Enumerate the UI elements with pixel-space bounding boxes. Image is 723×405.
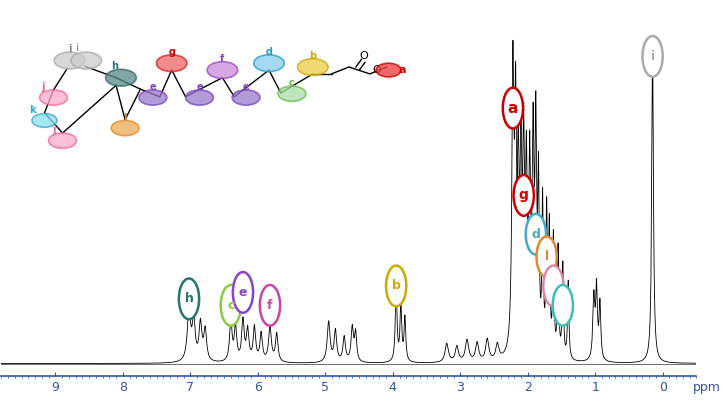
Circle shape [111, 120, 139, 136]
Ellipse shape [502, 88, 523, 128]
Text: i: i [651, 50, 654, 63]
Text: e: e [150, 82, 156, 92]
Text: e: e [243, 82, 249, 92]
Text: k: k [30, 105, 36, 115]
Ellipse shape [260, 285, 280, 326]
Ellipse shape [179, 279, 199, 319]
Text: ppm: ppm [693, 382, 721, 394]
Text: f: f [268, 299, 273, 312]
Text: h: h [184, 292, 194, 305]
Ellipse shape [552, 285, 573, 326]
Ellipse shape [221, 285, 241, 326]
Text: i: i [76, 43, 79, 53]
Text: c: c [289, 79, 295, 88]
Text: O: O [360, 51, 369, 61]
Text: d: d [265, 47, 273, 57]
Circle shape [71, 52, 101, 69]
Text: O: O [372, 65, 381, 75]
Text: b: b [309, 51, 317, 61]
Circle shape [186, 90, 213, 105]
Ellipse shape [526, 214, 546, 255]
Text: h: h [111, 61, 118, 71]
Circle shape [278, 86, 306, 101]
Text: e: e [239, 286, 247, 299]
Text: f: f [221, 53, 225, 64]
Text: j: j [41, 82, 45, 92]
Text: c: c [227, 299, 234, 312]
Circle shape [54, 52, 85, 69]
Circle shape [48, 133, 77, 148]
Circle shape [376, 63, 401, 77]
Circle shape [156, 55, 187, 72]
Text: g: g [519, 188, 529, 202]
Circle shape [40, 90, 67, 105]
Text: e: e [196, 82, 202, 92]
Ellipse shape [233, 272, 253, 313]
Circle shape [232, 90, 260, 105]
Text: g: g [168, 47, 175, 57]
Text: j: j [52, 126, 55, 135]
Ellipse shape [513, 175, 534, 216]
Circle shape [207, 62, 238, 79]
Circle shape [139, 90, 167, 105]
Ellipse shape [543, 266, 563, 306]
Ellipse shape [536, 237, 557, 277]
Text: d: d [531, 228, 540, 241]
Circle shape [32, 113, 57, 127]
Text: i: i [68, 44, 72, 54]
Circle shape [297, 59, 328, 75]
Ellipse shape [386, 266, 406, 306]
Text: l: l [124, 113, 127, 123]
Text: a: a [399, 65, 406, 75]
Text: a: a [508, 100, 518, 115]
Text: l: l [544, 250, 549, 263]
Circle shape [254, 55, 284, 72]
Circle shape [106, 69, 136, 86]
Ellipse shape [643, 36, 663, 77]
Text: b: b [392, 279, 401, 292]
